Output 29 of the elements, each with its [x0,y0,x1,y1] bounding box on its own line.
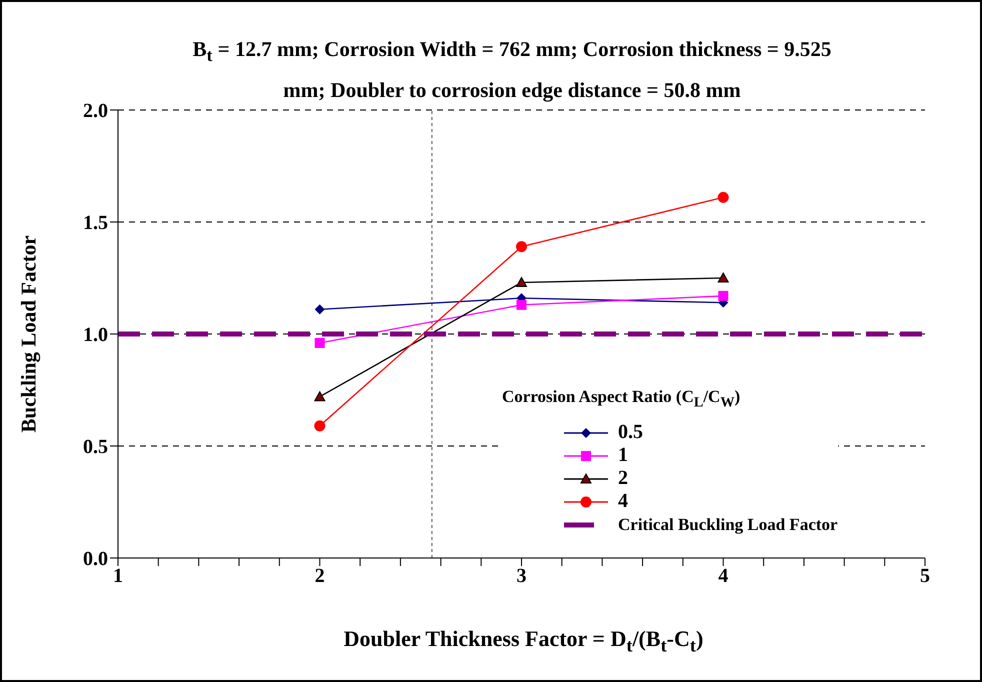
point [314,304,325,314]
legend-label: 1 [618,444,628,468]
legend-label: 4 [618,490,628,514]
y-tick-label: 1.5 [83,212,108,234]
legend-label: 0.5 [618,421,643,444]
point [718,272,729,282]
y-tick-label: 1.0 [83,324,108,346]
point [314,391,326,402]
point [718,290,728,301]
point [516,241,527,252]
x-tick-label: 2 [314,565,325,588]
chart-title: B$_{t}$ = 12.7 mm; Corrosion Width = 762 mm; Corrosion thickness = 9.525 mm; Doubler to corrosion edge distance = 50.8 mm [192,36,832,104]
point [516,300,526,310]
legend-title: Corrosion Aspect Ratio (C$_{L}$/C$_{W}$) [502,387,742,412]
point [516,276,527,287]
x-tick-label: 5 [920,565,930,588]
point [314,338,325,348]
x-tick-label: 3 [516,565,526,588]
x-tick-label: 1 [113,565,123,588]
legend-label: 2 [618,467,628,490]
y-tick-label: 0.5 [83,436,108,458]
point [718,192,729,203]
y-tick-label: 2.0 [83,100,108,122]
x-axis-title: Doubler Thickness Factor = D$_{t}$/(B$_{t}$-C$_{t}$) [342,626,704,656]
legend-label: Critical Buckling Load Factor [618,514,838,535]
x-tick-label: 4 [718,565,728,588]
y-tick-label: 0.0 [83,548,108,570]
point [314,420,326,432]
y-axis-title: Buckling Load Factor [16,235,40,433]
